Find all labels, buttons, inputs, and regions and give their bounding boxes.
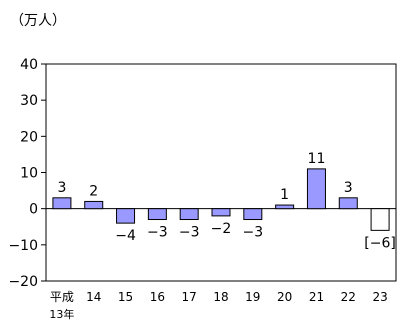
x-tick-label-5: 17 [182,290,197,304]
data-label-8: 1 [280,187,289,203]
x-tick-label-4: 16 [150,290,165,304]
data-label-6: −2 [211,221,232,237]
bar-7 [244,209,262,220]
data-label-1: 3 [57,180,66,196]
data-label-2: 2 [89,183,98,199]
bar-3 [117,209,135,223]
bar-11 [371,209,389,231]
data-label-7: −3 [242,225,263,241]
data-label-5: −3 [179,225,200,241]
x-tick-label-8: 20 [277,290,292,304]
data-label-3: −4 [115,228,136,244]
bar-8 [276,205,294,209]
data-label-9: 11 [308,151,326,167]
x-tick-label-1-line-1: 平成 [50,290,74,304]
bar-4 [148,209,166,220]
x-tick-label-11: 23 [372,290,387,304]
y-tick-label: −10 [8,238,38,254]
unit-label: （万人） [10,13,66,29]
y-tick-label: 40 [20,57,38,73]
y-tick-label: 20 [20,129,38,145]
y-tick-label: 0 [29,202,38,218]
x-tick-label-1-line-2: 13年 [49,307,74,321]
x-tick-label-2: 14 [86,290,101,304]
bar-6 [212,209,230,216]
x-tick-label-3: 15 [118,290,133,304]
plot-area: −20 −10 0 10 20 30 40 3 平成 13年 2 14 −4 15 −3 16 −3 17 −2 18… [8,57,396,321]
bar-9 [307,169,325,209]
x-tick-label-9: 21 [309,290,324,304]
bar-2 [85,201,103,208]
bar-10 [339,198,357,209]
bar-5 [180,209,198,220]
data-label-10: 3 [344,180,353,196]
y-tick-label: 10 [20,166,38,182]
bar-1 [53,198,71,209]
x-tick-label-7: 19 [245,290,260,304]
x-tick-label-6: 18 [213,290,228,304]
x-tick-label-10: 22 [341,290,356,304]
plot-frame [46,64,396,281]
data-label-4: −3 [147,225,168,241]
y-tick-label: 30 [20,93,38,109]
data-label-11: [−6] [364,235,396,251]
y-tick-label: −20 [8,274,38,290]
